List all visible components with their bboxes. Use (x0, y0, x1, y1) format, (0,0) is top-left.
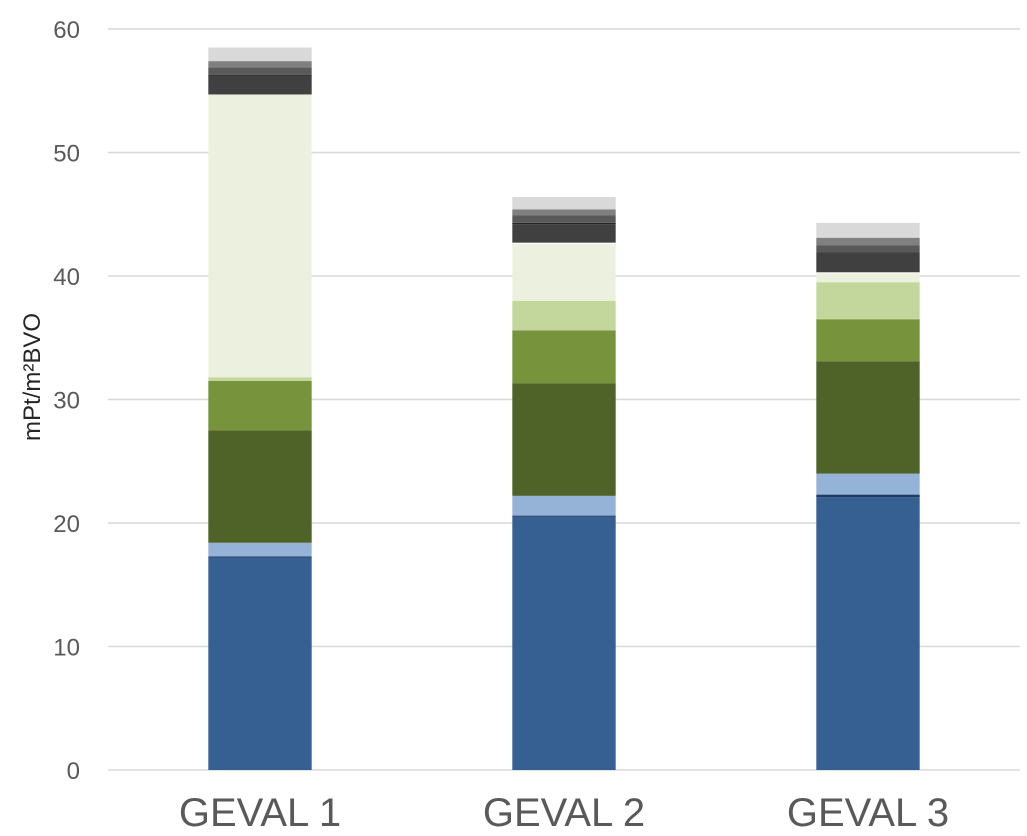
bar-segment (208, 377, 312, 381)
bar-segment (512, 196, 616, 210)
bar-segment (816, 245, 920, 253)
bar-segment (816, 272, 920, 274)
bar-segment (208, 61, 312, 68)
y-axis-title: mPt/m²BVO (19, 313, 46, 441)
bar-segment (816, 497, 920, 770)
bar-segment (512, 242, 616, 244)
bar-segment (816, 273, 920, 283)
bar-segment (512, 224, 616, 243)
bar-segment (512, 330, 616, 384)
y-tick-label: 10 (53, 635, 80, 662)
bar-segment (208, 557, 312, 770)
x-tick-label: GEVAL 1 (179, 791, 341, 835)
y-tick-label: 60 (53, 17, 80, 44)
bar-segment (208, 47, 312, 62)
bar-segment (816, 319, 920, 362)
y-tick-label: 20 (53, 511, 80, 538)
x-tick-label: GEVAL 2 (483, 791, 645, 835)
bar-segment (208, 542, 312, 557)
bar-segment (208, 74, 312, 76)
bar-segment (512, 300, 616, 331)
bar-segment (208, 380, 312, 431)
bar-segment (816, 252, 920, 254)
x-axis-ticks: GEVAL 1 GEVAL 2 GEVAL 3 (179, 791, 949, 835)
bar-segment (512, 495, 616, 516)
bar-segment (816, 361, 920, 474)
bar-segment (512, 243, 616, 301)
bar-segment (816, 473, 920, 495)
bar-segment (208, 67, 312, 75)
bar-segment (208, 75, 312, 95)
bar-segment (512, 209, 616, 216)
bar-segment (816, 237, 920, 246)
bar-segment (816, 282, 920, 320)
y-tick-label: 40 (53, 264, 80, 291)
bar-segment (512, 516, 616, 770)
bar-segment (208, 430, 312, 543)
bar-segment (512, 383, 616, 496)
bar-segment (512, 215, 616, 223)
y-tick-label: 50 (53, 141, 80, 168)
bar-segment (816, 222, 920, 238)
x-tick-label: GEVAL 3 (787, 791, 949, 835)
bars (208, 47, 920, 770)
bar-segment (816, 253, 920, 273)
bar-segment (816, 494, 920, 498)
y-tick-label: 30 (53, 388, 80, 415)
bar-segment (512, 515, 616, 517)
bar-segment (512, 222, 616, 225)
bar-segment (208, 556, 312, 558)
bar-segment (208, 94, 312, 378)
y-tick-label: 0 (67, 758, 80, 785)
y-axis-ticks: 0 10 20 30 40 50 60 (53, 17, 80, 785)
